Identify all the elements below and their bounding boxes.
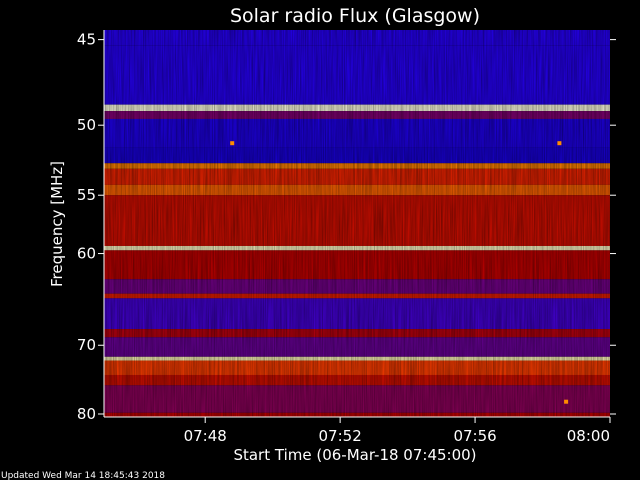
- x-tick-label: 07:48: [184, 427, 227, 445]
- y-tick-label: 50: [77, 116, 96, 134]
- x-axis: 07:48 07:52 07:56 08:00: [104, 416, 611, 445]
- y-tick-label: 60: [77, 245, 96, 263]
- x-axis-label: Start Time (06-Mar-18 07:45:00): [233, 446, 476, 464]
- y-tick-label: 80: [77, 405, 96, 423]
- burst-markers: [230, 141, 569, 404]
- noise-texture: [104, 30, 610, 417]
- spectrogram-plot: [104, 30, 610, 417]
- burst-marker: [564, 399, 569, 404]
- x-tick-label: 07:52: [319, 427, 362, 445]
- y-tick-label: 55: [77, 186, 96, 204]
- update-timestamp: Updated Wed Mar 14 18:45:43 2018: [1, 471, 165, 480]
- x-tick-label: 08:00: [567, 427, 610, 445]
- burst-marker: [557, 141, 562, 146]
- y-tick-label: 70: [77, 336, 96, 354]
- x-tick-label: 07:56: [453, 427, 496, 445]
- burst-marker: [230, 141, 235, 146]
- y-axis: 45 50 55 60 70 80: [77, 30, 616, 423]
- y-tick-label: 45: [77, 31, 96, 49]
- chart-title: Solar radio Flux (Glasgow): [230, 5, 480, 27]
- y-axis-label: Frequency [MHz]: [48, 161, 66, 287]
